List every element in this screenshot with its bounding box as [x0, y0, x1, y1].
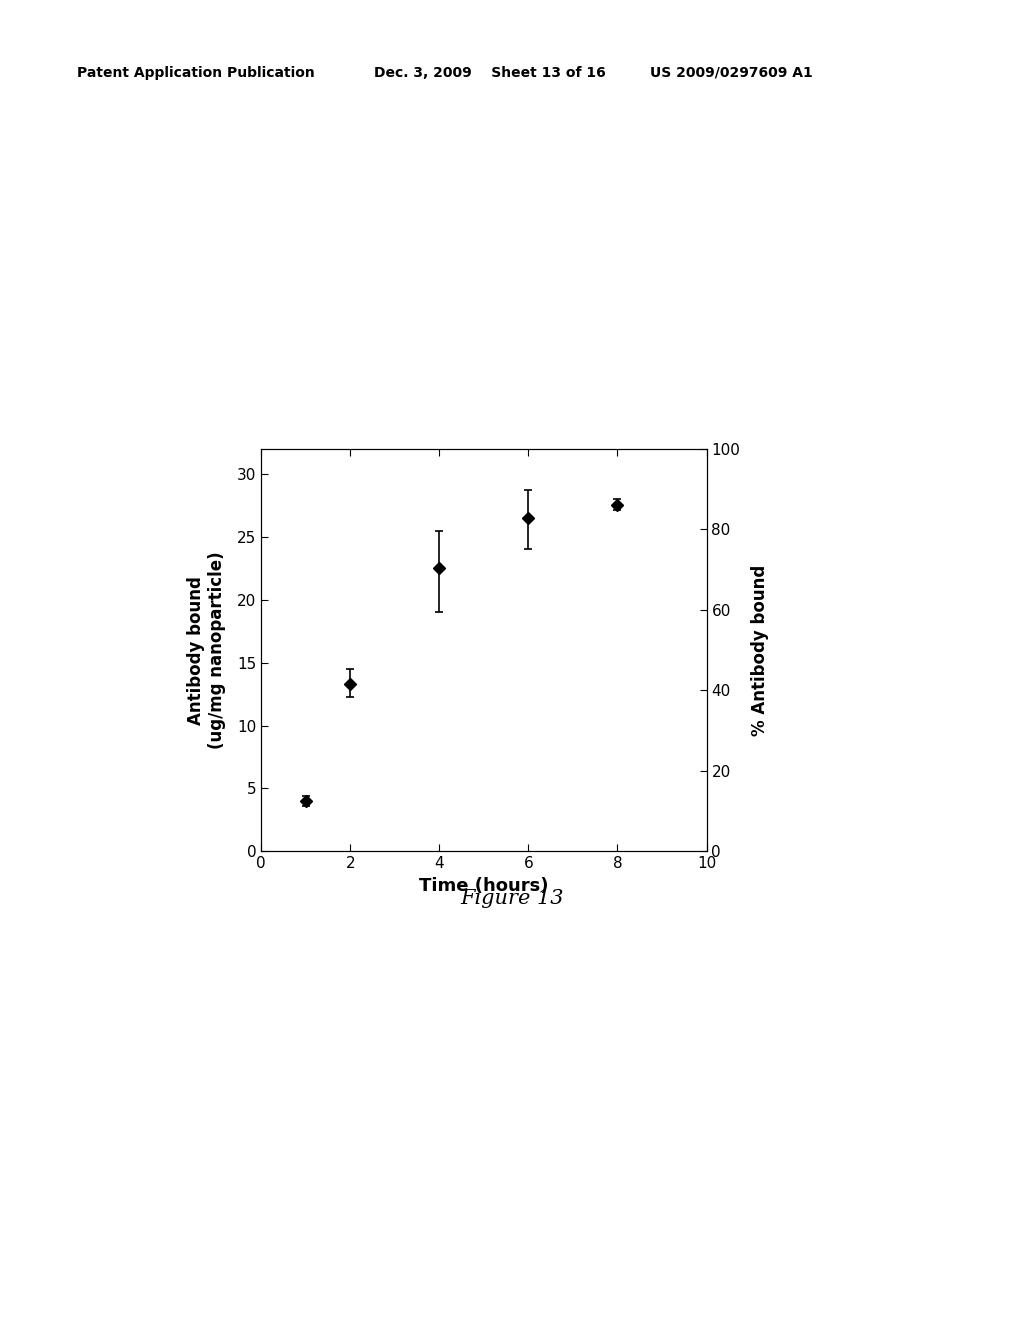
Text: Patent Application Publication: Patent Application Publication: [77, 66, 314, 79]
Y-axis label: % Antibody bound: % Antibody bound: [752, 565, 769, 735]
X-axis label: Time (hours): Time (hours): [419, 876, 549, 895]
Y-axis label: Antibody bound
(ug/mg nanoparticle): Antibody bound (ug/mg nanoparticle): [187, 552, 225, 748]
Text: US 2009/0297609 A1: US 2009/0297609 A1: [650, 66, 813, 79]
Text: Figure 13: Figure 13: [460, 890, 564, 908]
Text: Dec. 3, 2009    Sheet 13 of 16: Dec. 3, 2009 Sheet 13 of 16: [374, 66, 605, 79]
